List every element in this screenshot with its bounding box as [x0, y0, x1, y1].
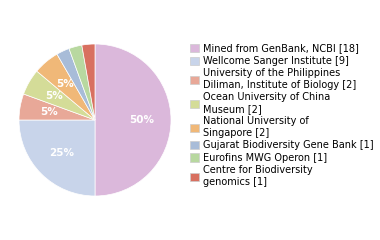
Wedge shape	[95, 44, 171, 196]
Wedge shape	[19, 120, 95, 196]
Wedge shape	[57, 48, 95, 120]
Text: 50%: 50%	[130, 115, 155, 125]
Wedge shape	[82, 44, 95, 120]
Wedge shape	[19, 94, 95, 120]
Text: 5%: 5%	[45, 91, 63, 102]
Text: 25%: 25%	[49, 148, 74, 158]
Text: 5%: 5%	[56, 79, 74, 89]
Legend: Mined from GenBank, NCBI [18], Wellcome Sanger Institute [9], University of the : Mined from GenBank, NCBI [18], Wellcome …	[190, 43, 373, 187]
Text: 5%: 5%	[40, 107, 57, 117]
Wedge shape	[69, 45, 95, 120]
Wedge shape	[24, 71, 95, 120]
Wedge shape	[37, 54, 95, 120]
